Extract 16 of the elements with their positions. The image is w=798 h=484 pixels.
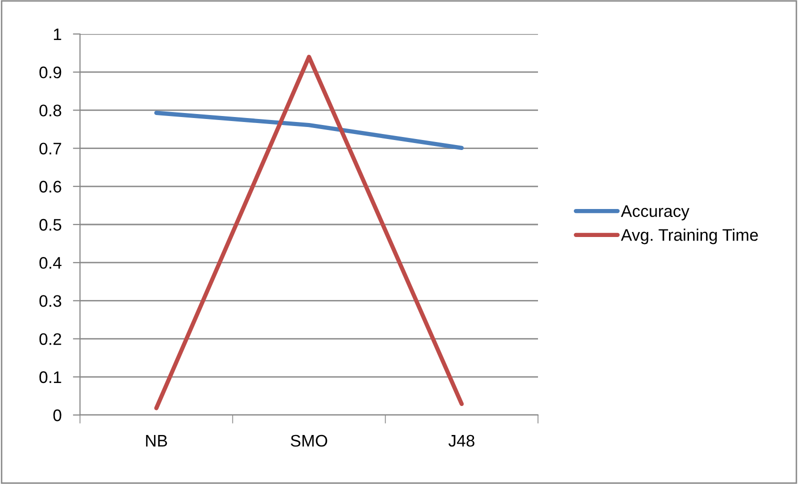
y-tick-label: 0.9	[39, 66, 62, 78]
x-tick-label: J48	[448, 434, 474, 447]
y-tick-label: 0	[53, 409, 62, 422]
y-tick-label: 0.4	[39, 257, 62, 269]
legend-label: Avg. Training Time	[620, 228, 758, 244]
y-tick-label: 0.3	[39, 295, 62, 307]
y-tick-label: 0.6	[39, 180, 62, 193]
y-tick-label: 1	[54, 28, 62, 40]
legend-label: Accuracy	[620, 205, 690, 220]
y-tick-label: 0.5	[39, 218, 62, 231]
y-tick-label: 0.7	[39, 142, 62, 155]
y-tick-label: 0.2	[39, 333, 62, 346]
y-tick-label: 0.1	[39, 371, 62, 384]
x-tick-label: NB	[146, 435, 168, 447]
x-tick-label: SMO	[290, 434, 328, 447]
y-tick-label: 0.8	[39, 104, 62, 116]
